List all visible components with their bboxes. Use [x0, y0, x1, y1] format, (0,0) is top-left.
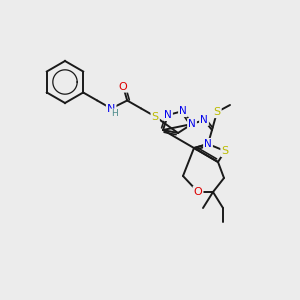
- Text: S: S: [213, 107, 220, 117]
- Text: N: N: [200, 115, 208, 125]
- Text: N: N: [179, 106, 187, 116]
- Text: S: S: [221, 146, 229, 156]
- Text: N: N: [164, 110, 172, 120]
- Text: H: H: [111, 109, 118, 118]
- Text: S: S: [152, 112, 159, 122]
- Text: N: N: [204, 139, 212, 149]
- Text: O: O: [194, 187, 202, 197]
- Text: O: O: [119, 82, 128, 92]
- Text: N: N: [188, 119, 196, 129]
- Text: N: N: [107, 103, 116, 113]
